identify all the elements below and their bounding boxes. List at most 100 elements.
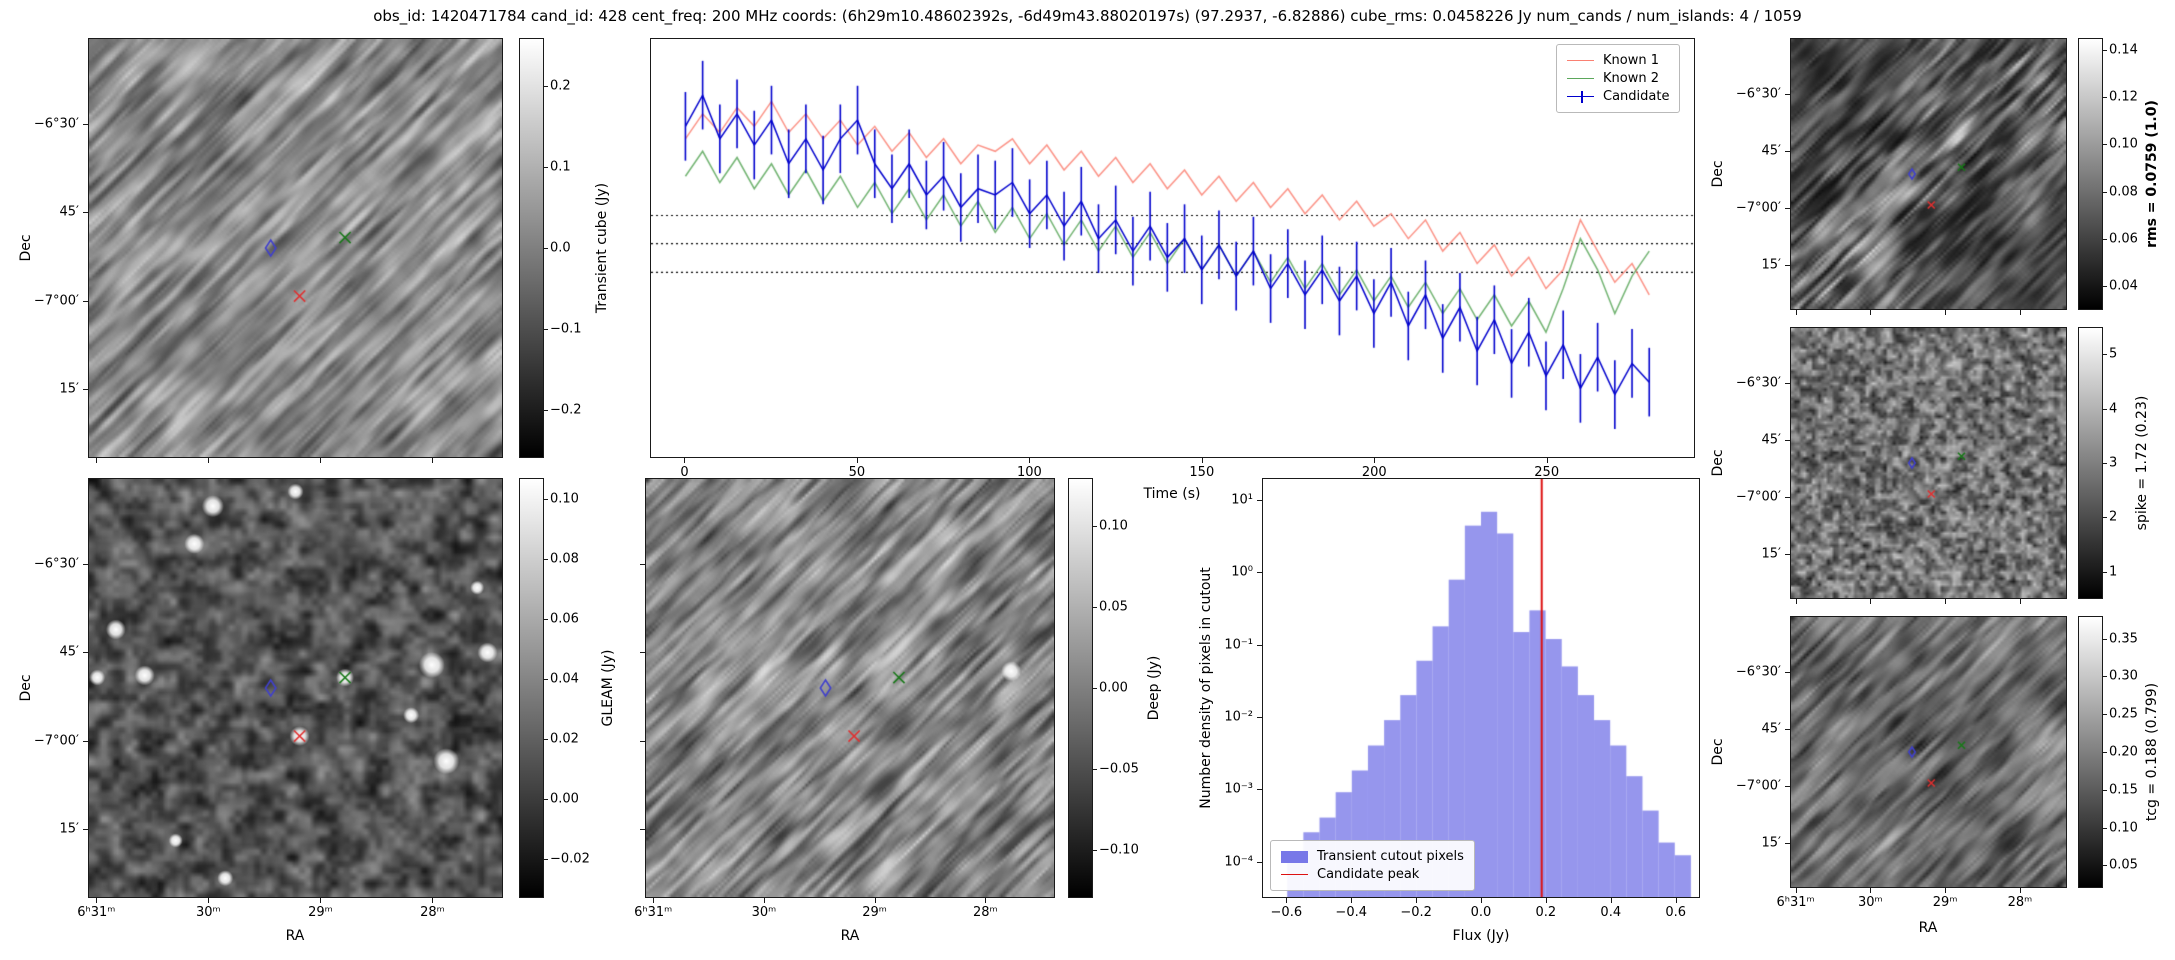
gleam-colorbar: [519, 478, 544, 898]
tick-label: 0.2: [1535, 905, 1557, 920]
tick-mark: [640, 828, 645, 830]
tick-mark: [1795, 310, 1797, 315]
tick-mark: [83, 388, 88, 390]
tick-label: 0.00: [550, 791, 579, 807]
histogram-legend: Transient cutout pixels Candidate peak: [1270, 840, 1475, 891]
tick-mark: [1675, 898, 1677, 903]
ra-axis-label: RA: [285, 928, 305, 944]
tick-mark: [684, 458, 686, 463]
tick-mark: [1093, 607, 1097, 609]
tick-mark: [1945, 888, 1947, 893]
tick-label: 0.10: [550, 491, 579, 507]
tick-label: 30ᵐ: [751, 905, 777, 920]
tick-label: 15′: [1761, 835, 1782, 851]
tick-label: 15′: [1761, 257, 1782, 273]
tick-mark: [544, 167, 548, 169]
tick-mark: [544, 799, 548, 800]
deep-colorbar: [1068, 478, 1093, 898]
tick-label: 0.00: [1099, 680, 1128, 696]
tick-label: 2: [2109, 509, 2118, 525]
tick-label: 5: [2109, 346, 2118, 362]
tick-mark: [1610, 898, 1612, 903]
tick-label: 0.15: [2109, 782, 2138, 798]
tick-label: 0.04: [550, 671, 579, 687]
legend-item-known1: Known 1: [1567, 53, 1669, 68]
tick-mark: [544, 499, 548, 500]
legend-item-candidate-peak: Candidate peak: [1281, 867, 1464, 882]
tick-mark: [2103, 408, 2107, 410]
tick-mark: [653, 898, 655, 903]
tick-label: −0.6: [1270, 905, 1303, 920]
tcg-colorbar-label: tcg = 0.188 (0.799): [2144, 682, 2160, 822]
tick-mark: [2103, 714, 2107, 716]
tick-mark: [1795, 599, 1797, 604]
tick-label: 10⁻⁴: [1224, 854, 1253, 870]
rms-colorbar-label: rms = 0.0759 (1.0): [2144, 100, 2160, 248]
dec-axis-label: Dec: [18, 234, 34, 262]
tick-mark: [1785, 265, 1790, 267]
tick-label: −6°30′: [33, 556, 79, 572]
tick-mark: [2103, 286, 2107, 288]
tick-label: 0.10: [2109, 136, 2138, 152]
gleam-panel: [88, 478, 503, 898]
tick-label: 0.12: [2109, 89, 2138, 105]
rms-colorbar: [2078, 38, 2103, 310]
tick-mark: [2103, 239, 2107, 241]
tick-mark: [96, 898, 98, 903]
tick-mark: [1257, 572, 1262, 574]
tick-mark: [83, 300, 88, 302]
tick-mark: [83, 564, 88, 566]
tick-label: 0.25: [2109, 706, 2138, 722]
legend-label-known1: Known 1: [1603, 53, 1659, 68]
tick-mark: [1416, 898, 1418, 903]
rms-panel: [1790, 38, 2067, 310]
tick-label: 30ᵐ: [196, 905, 221, 920]
tick-label: 6ʰ31ᵐ: [1776, 895, 1815, 910]
tick-label: −6°30′: [1735, 375, 1781, 391]
tick-label: 28ᵐ: [420, 905, 445, 920]
tick-label: 0.0: [550, 240, 571, 256]
tick-mark: [1870, 599, 1872, 604]
tick-label: −6°30′: [33, 116, 79, 132]
tick-label: 0.02: [550, 731, 579, 747]
tick-mark: [2103, 49, 2107, 51]
tick-label: 15′: [59, 821, 80, 837]
tick-mark: [544, 409, 548, 411]
tick-label: −7°00′: [1735, 489, 1781, 505]
histogram-y-axis-label: Number density of pixels in cutout: [1198, 567, 1214, 809]
tick-mark: [1785, 786, 1790, 787]
tick-label: 0.30: [2109, 668, 2138, 684]
tick-mark: [432, 898, 434, 903]
tick-label: 45′: [1761, 721, 1782, 737]
tcg-image: [1791, 617, 2066, 887]
deep-panel: [645, 478, 1055, 898]
tick-mark: [1785, 843, 1790, 845]
tick-mark: [544, 619, 548, 620]
tick-label: −6°30′: [1735, 664, 1781, 680]
tick-label: 0.35: [2109, 631, 2138, 647]
tick-mark: [544, 859, 548, 860]
tick-mark: [544, 248, 548, 249]
tick-label: 45′: [1761, 432, 1782, 448]
tick-mark: [1785, 439, 1790, 441]
histogram-patch-swatch: [1281, 850, 1308, 863]
tick-mark: [1785, 497, 1790, 498]
ra-axis-label: RA: [840, 928, 860, 944]
tick-mark: [2103, 752, 2107, 753]
tick-label: 250: [1534, 465, 1560, 480]
spike-image: [1791, 328, 2066, 598]
tick-mark: [640, 652, 645, 654]
tick-label: 0.4: [1600, 905, 1622, 920]
tick-mark: [1785, 554, 1790, 556]
tick-label: −7°00′: [33, 293, 79, 308]
tick-mark: [763, 898, 765, 903]
tick-label: 0.14: [2109, 42, 2138, 58]
legend-label-cutout-pixels: Transient cutout pixels: [1317, 849, 1464, 864]
tick-mark: [985, 898, 987, 903]
tick-label: −7°00′: [33, 733, 79, 748]
tick-label: 0.08: [2109, 184, 2138, 200]
tick-label: −0.4: [1335, 905, 1368, 920]
dec-axis-label: Dec: [1710, 160, 1726, 188]
tick-mark: [96, 458, 98, 463]
